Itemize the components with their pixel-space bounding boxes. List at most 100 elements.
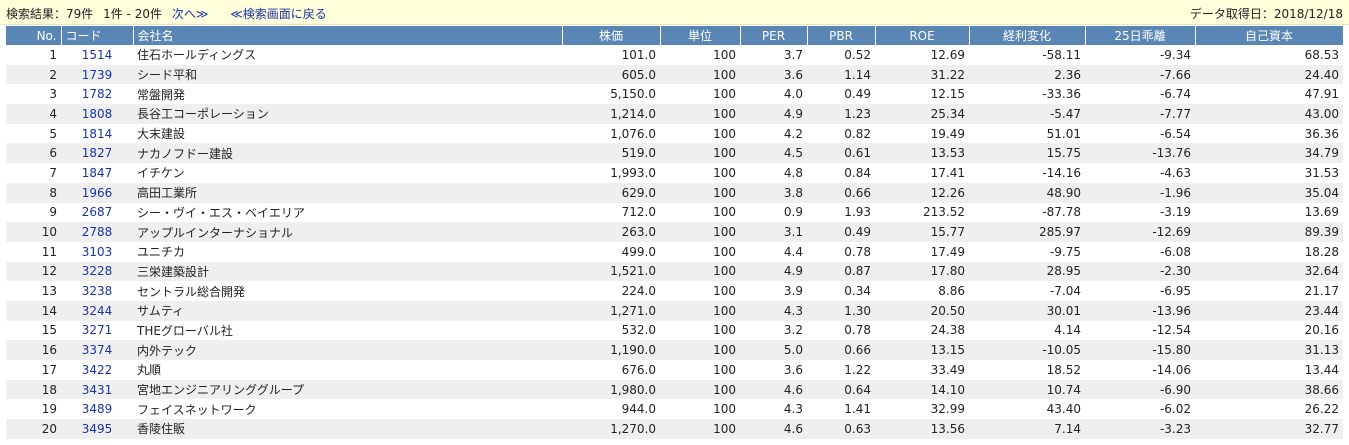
stock-code-link[interactable]: 3271	[61, 320, 133, 341]
equity-ratio: 23.44	[1195, 300, 1343, 321]
roe: 31.22	[875, 64, 969, 85]
stock-code-link[interactable]: 1514	[61, 45, 133, 65]
col-25day-deviation[interactable]: 25日乖離	[1085, 26, 1196, 45]
deviation-25day: -7.77	[1085, 104, 1195, 124]
col-company[interactable]: 会社名	[133, 26, 563, 45]
profit-change: -87.78	[969, 202, 1085, 223]
stock-code-link[interactable]: 3374	[61, 340, 133, 360]
stock-code-link[interactable]: 2788	[61, 222, 133, 242]
equity-ratio: 32.64	[1195, 261, 1343, 282]
col-roe[interactable]: ROE	[875, 26, 970, 45]
profit-change: 51.01	[969, 123, 1085, 144]
pbr: 0.84	[807, 163, 875, 183]
row-no: 13	[6, 281, 61, 301]
col-unit[interactable]: 単位	[660, 26, 741, 45]
stock-code-link[interactable]: 1782	[61, 84, 133, 105]
company-name: セントラル総合開発	[133, 281, 562, 301]
equity-ratio: 24.40	[1195, 64, 1343, 85]
per: 0.9	[740, 202, 807, 223]
col-price[interactable]: 株価	[562, 26, 661, 45]
profit-change: 15.75	[969, 143, 1085, 164]
unit: 100	[660, 360, 740, 380]
pbr: 0.78	[807, 320, 875, 341]
stock-code-link[interactable]: 2687	[61, 202, 133, 223]
unit: 100	[660, 261, 740, 282]
row-no: 14	[6, 300, 61, 321]
row-no: 8	[6, 182, 61, 203]
row-no: 5	[6, 123, 61, 144]
row-no: 1	[6, 45, 61, 65]
company-name: 香陵住販	[133, 419, 562, 439]
profit-change: -14.16	[969, 163, 1085, 183]
price: 1,270.0	[562, 419, 660, 439]
col-profit-change[interactable]: 経利変化	[969, 26, 1086, 45]
company-name: シー・ヴイ・エス・ベイエリア	[133, 202, 562, 223]
company-name: サムティ	[133, 300, 562, 321]
pbr: 0.52	[807, 45, 875, 65]
equity-ratio: 13.69	[1195, 202, 1343, 223]
deviation-25day: -14.06	[1085, 360, 1195, 380]
unit: 100	[660, 45, 740, 65]
roe: 12.26	[875, 182, 969, 203]
equity-ratio: 89.39	[1195, 222, 1343, 242]
pbr: 1.14	[807, 64, 875, 85]
profit-change: 30.01	[969, 300, 1085, 321]
stock-code-link[interactable]: 3489	[61, 399, 133, 420]
deviation-25day: -6.08	[1085, 241, 1195, 262]
stock-code-link[interactable]: 1739	[61, 64, 133, 85]
stock-code-link[interactable]: 3431	[61, 379, 133, 400]
col-no[interactable]: No.	[6, 26, 62, 45]
pbr: 1.23	[807, 104, 875, 124]
deviation-25day: -6.95	[1085, 281, 1195, 301]
col-code[interactable]: コード	[61, 26, 134, 45]
company-name: 三栄建築設計	[133, 261, 562, 282]
per: 4.6	[740, 379, 807, 400]
table-row: 14 3244 サムティ 1,271.0 100 4.3 1.30 20.50 30.01 -13…	[6, 300, 1343, 321]
profit-change: -5.47	[969, 104, 1085, 124]
stock-code-link[interactable]: 3228	[61, 261, 133, 282]
equity-ratio: 36.36	[1195, 123, 1343, 144]
pbr: 0.34	[807, 281, 875, 301]
col-per[interactable]: PER	[740, 26, 808, 45]
table-row: 7 1847 イチケン 1,993.0 100 4.8 0.84 17.41 -14.16 -4.…	[6, 163, 1343, 183]
stock-code-link[interactable]: 3244	[61, 300, 133, 321]
table-row: 2 1739 シード平和 605.0 100 3.6 1.14 31.22 2.36 -7.66 2…	[6, 64, 1343, 85]
roe: 14.10	[875, 379, 969, 400]
col-pbr[interactable]: PBR	[807, 26, 876, 45]
price: 629.0	[562, 182, 660, 203]
stock-code-link[interactable]: 3422	[61, 360, 133, 380]
stock-code-link[interactable]: 1847	[61, 163, 133, 183]
row-no: 11	[6, 241, 61, 262]
stock-code-link[interactable]: 1808	[61, 104, 133, 124]
company-name: 大末建設	[133, 123, 562, 144]
deviation-25day: -13.76	[1085, 143, 1195, 164]
stock-code-link[interactable]: 3103	[61, 241, 133, 262]
stock-code-link[interactable]: 1827	[61, 143, 133, 164]
table-row: 19 3489 フェイスネットワーク 944.0 100 4.3 1.41 32.99 43.4…	[6, 399, 1343, 420]
equity-ratio: 34.79	[1195, 143, 1343, 164]
next-page-link[interactable]: 次へ≫	[171, 7, 209, 21]
unit: 100	[660, 222, 740, 242]
unit: 100	[660, 419, 740, 439]
stock-code-link[interactable]: 3495	[61, 419, 133, 439]
per: 4.0	[740, 84, 807, 105]
stock-code-link[interactable]: 1966	[61, 182, 133, 203]
unit: 100	[660, 143, 740, 164]
equity-ratio: 20.16	[1195, 320, 1343, 341]
unit: 100	[660, 104, 740, 124]
col-equity-ratio[interactable]: 自己資本	[1195, 26, 1344, 45]
unit: 100	[660, 163, 740, 183]
stock-code-link[interactable]: 3238	[61, 281, 133, 301]
profit-change: 2.36	[969, 64, 1085, 85]
pbr: 0.49	[807, 222, 875, 242]
price: 1,993.0	[562, 163, 660, 183]
row-no: 10	[6, 222, 61, 242]
company-name: ナカノフドー建設	[133, 143, 562, 164]
result-header-bar: 検索結果：79件 1件 - 20件 次へ≫ ≪検索画面に戻る データ取得日：20…	[0, 0, 1349, 25]
row-no: 17	[6, 360, 61, 380]
stock-code-link[interactable]: 1814	[61, 123, 133, 144]
price: 1,076.0	[562, 123, 660, 144]
unit: 100	[660, 182, 740, 203]
back-to-search-link[interactable]: ≪検索画面に戻る	[230, 7, 327, 21]
price: 5,150.0	[562, 84, 660, 105]
